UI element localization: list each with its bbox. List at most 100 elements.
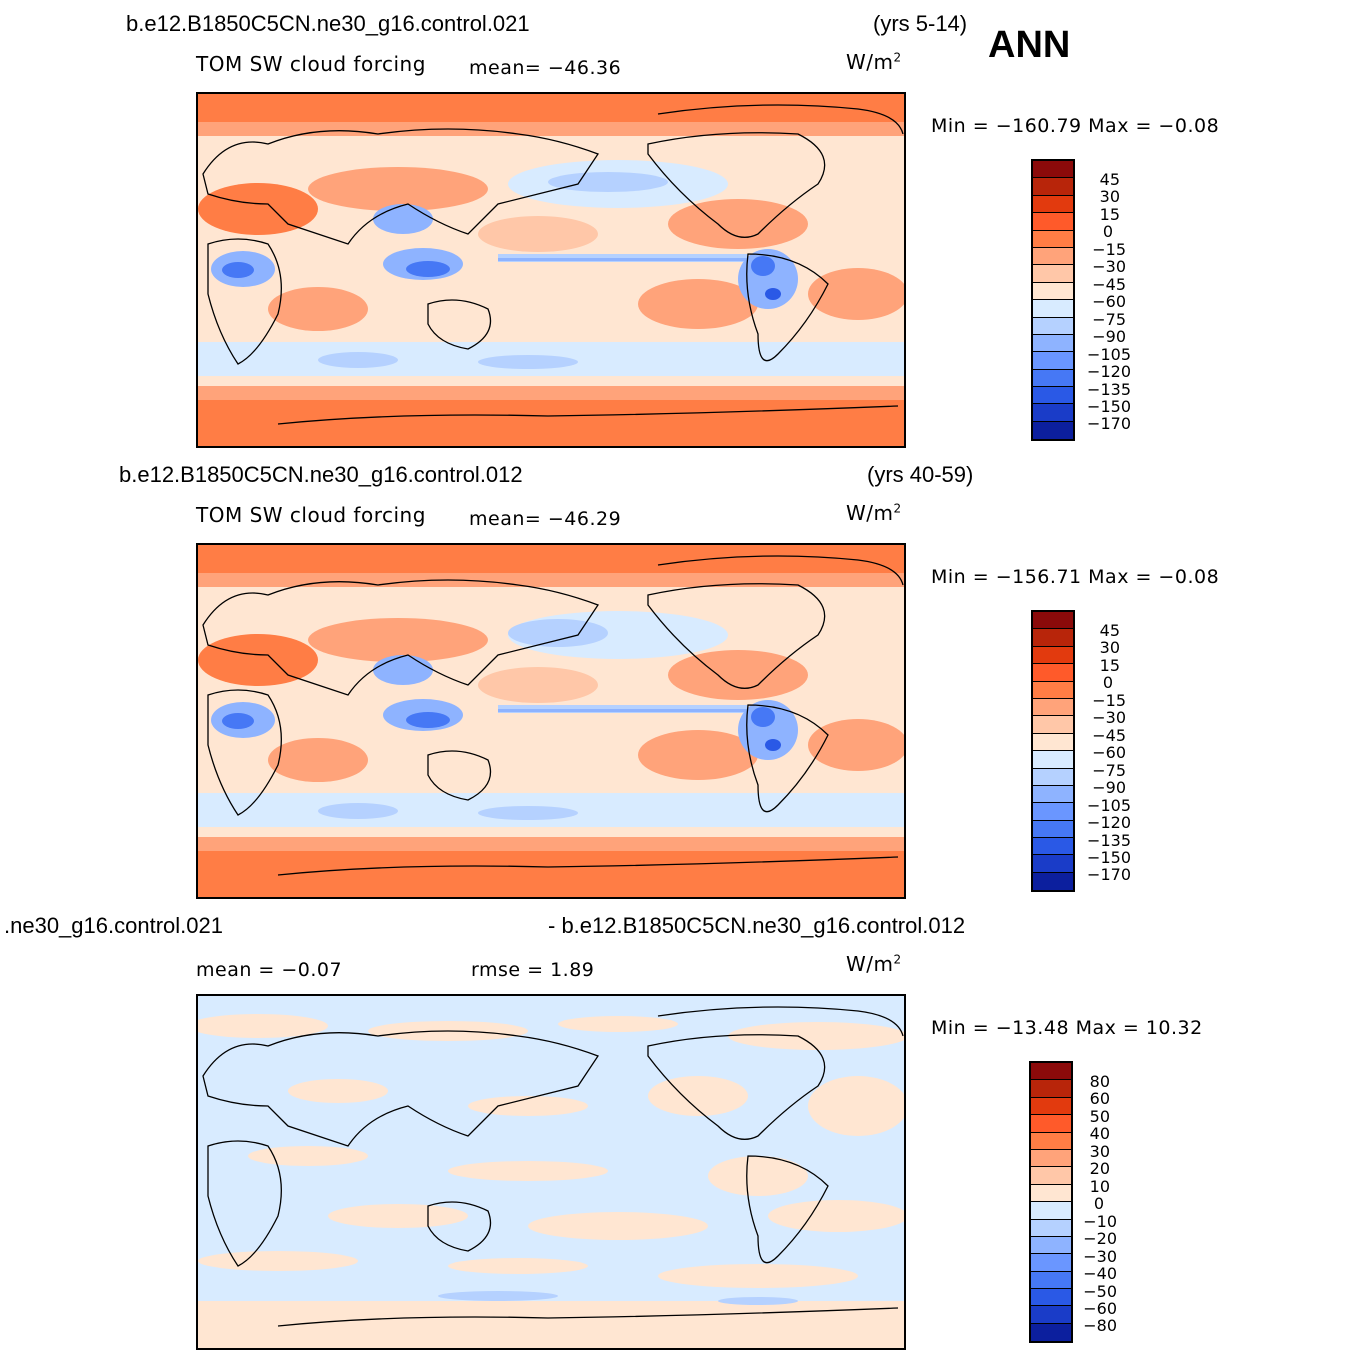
panel3-colorbar-box [1031, 1202, 1071, 1220]
panel3-colorbar-label: 20 [1089, 1159, 1110, 1178]
panel3-colorbar-box [1031, 1132, 1071, 1150]
panel1-colorbar-box [1033, 265, 1073, 283]
panel1-colorbar-box [1033, 247, 1073, 266]
panel2-colorbar-label: −75 [1092, 761, 1126, 780]
panel1-colorbar-label: −30 [1092, 257, 1126, 276]
panel2-colorbar-box [1033, 698, 1073, 717]
panel1-units: W/m2 [846, 50, 902, 74]
panel2-colorbar-box [1033, 612, 1073, 630]
panel3-colorbar-label: −30 [1083, 1247, 1117, 1266]
panel3-colorbar-box [1031, 1219, 1071, 1237]
panel1-colorbar-label: −60 [1092, 292, 1126, 311]
panel3-colorbar-box [1031, 1306, 1071, 1324]
panel2-colorbar-box [1033, 733, 1073, 752]
panel3-colorbar-label: −80 [1083, 1316, 1117, 1335]
panel2-colorbar-label: −30 [1092, 708, 1126, 727]
panel3-colorbar-label: −40 [1083, 1264, 1117, 1283]
panel3-colorbar-label: 50 [1089, 1107, 1110, 1126]
panel3-colorbar-box [1031, 1184, 1071, 1203]
panel1-variable: TOM SW cloud forcing [196, 52, 426, 76]
panel2-colorbar-box [1033, 751, 1073, 769]
panel2-minmax: Min = −156.71 Max = −0.08 [931, 566, 1220, 588]
panel3-colorbar-box [1031, 1289, 1071, 1307]
panel1-colorbar-label: −45 [1092, 275, 1126, 294]
panel2-case-title: b.e12.B1850C5CN.ne30_g16.control.012 [119, 462, 523, 487]
panel3-minmax: Min = −13.48 Max = 10.32 [931, 1017, 1203, 1039]
panel1-colorbar-box [1033, 282, 1073, 301]
panel2-colorbar-label: 30 [1099, 638, 1120, 657]
panel3-map-svg [198, 996, 904, 1348]
panel2-units: W/m2 [846, 501, 902, 525]
panel3-colorbar-label: 80 [1089, 1072, 1110, 1091]
panel3-colorbar-label: 40 [1089, 1124, 1110, 1143]
panel2-colorbar-label: 15 [1099, 656, 1120, 675]
panel2-colorbar-label: −120 [1087, 813, 1131, 832]
panel3-colorbar-label: −60 [1083, 1299, 1117, 1318]
panel3-units: W/m2 [846, 952, 902, 976]
panel1-colorbar-label: −90 [1092, 327, 1126, 346]
panel2-colorbar-label: −90 [1092, 778, 1126, 797]
panel1-colorbar-label: −120 [1087, 362, 1131, 381]
panel2-colorbar-box [1033, 681, 1073, 699]
panel1-colorbar [1031, 159, 1075, 442]
panel1-colorbar-box [1033, 352, 1073, 370]
panel1-colorbar-label: −75 [1092, 310, 1126, 329]
panel1-mean: mean= −46.36 [469, 57, 622, 79]
panel2-colorbar-box [1033, 646, 1073, 665]
panel2-colorbar-label: −135 [1087, 831, 1131, 850]
panel1-colorbar-label: −15 [1092, 240, 1126, 259]
panel3-colorbar-box [1031, 1236, 1071, 1255]
panel3-colorbar-box [1031, 1167, 1071, 1185]
panel2-colorbar-box [1033, 768, 1073, 786]
panel1-colorbar-label: −105 [1087, 345, 1131, 364]
panel1-minmax: Min = −160.79 Max = −0.08 [931, 115, 1220, 137]
panel2-colorbar-box [1033, 664, 1073, 682]
panel1-colorbar-box [1033, 317, 1073, 335]
panel3-colorbar-box [1031, 1149, 1071, 1168]
panel3-colorbar-box [1031, 1080, 1071, 1098]
panel2-map-svg [198, 545, 904, 897]
panel2-colorbar-label: −105 [1087, 796, 1131, 815]
panel2-colorbar [1031, 610, 1075, 893]
panel1-colorbar-label: 15 [1099, 205, 1120, 224]
panel1-years: (yrs 5-14) [873, 11, 968, 36]
panel2-colorbar-label: −60 [1092, 743, 1126, 762]
panel2-colorbar-label: −150 [1087, 848, 1131, 867]
panel2-colorbar-box [1033, 820, 1073, 839]
panel1-colorbar-box [1033, 334, 1073, 353]
panel3-map [196, 994, 906, 1350]
panel1-case-title: b.e12.B1850C5CN.ne30_g16.control.021 [126, 11, 530, 36]
panel3-colorbar-box [1031, 1254, 1071, 1272]
panel2-colorbar-box [1033, 629, 1073, 647]
panel1-colorbar-box [1033, 300, 1073, 318]
panel2-colorbar-label: −15 [1092, 691, 1126, 710]
panel1-colorbar-box [1033, 404, 1073, 422]
panel2-colorbar-label: 0 [1102, 673, 1113, 692]
panel3-colorbar-box [1031, 1323, 1071, 1342]
panel1-colorbar-box [1033, 230, 1073, 248]
panel2-colorbar-box [1033, 716, 1073, 734]
panel2-colorbar-label: −45 [1092, 726, 1126, 745]
panel1-colorbar-label: −170 [1087, 414, 1131, 433]
panel2-colorbar-box [1033, 838, 1073, 856]
panel2-colorbar-box [1033, 872, 1073, 891]
panel1-map [196, 92, 906, 448]
panel3-rmse: rmse = 1.89 [471, 959, 595, 981]
panel3-colorbar-label: 30 [1089, 1142, 1110, 1161]
panel3-colorbar-label: 10 [1089, 1177, 1110, 1196]
panel3-case-left: .ne30_g16.control.021 [4, 913, 223, 938]
panel2-years: (yrs 40-59) [867, 462, 974, 487]
panel3-colorbar-box [1031, 1271, 1071, 1290]
panel1-map-svg [198, 94, 904, 446]
panel2-variable: TOM SW cloud forcing [196, 503, 426, 527]
panel3-colorbar-label: 0 [1093, 1194, 1104, 1213]
panel1-colorbar-box [1033, 387, 1073, 405]
panel3-colorbar-label: 60 [1089, 1089, 1110, 1108]
panel2-colorbar-label: −170 [1087, 865, 1131, 884]
panel1-colorbar-box [1033, 369, 1073, 388]
panel2-colorbar-box [1033, 803, 1073, 821]
panel2-colorbar-label: 45 [1099, 621, 1120, 640]
panel1-colorbar-label: 30 [1099, 187, 1120, 206]
panel3-colorbar [1029, 1061, 1073, 1344]
panel1-colorbar-box [1033, 421, 1073, 440]
